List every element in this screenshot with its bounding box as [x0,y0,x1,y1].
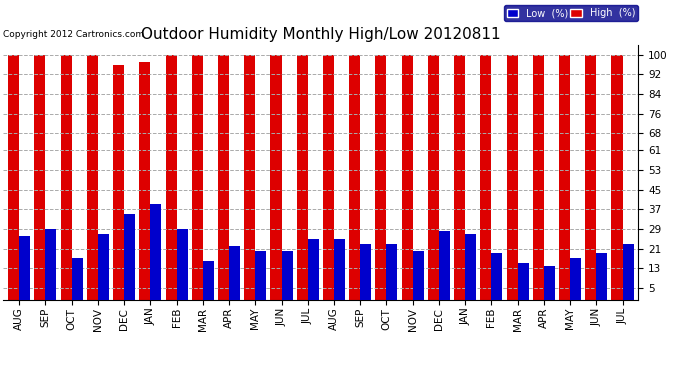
Bar [282,251,293,300]
Bar [229,246,240,300]
Bar [19,236,30,300]
Bar [480,55,491,300]
Bar [244,55,255,300]
Bar [61,55,72,300]
Bar [46,229,57,300]
Bar [203,261,214,300]
Bar [413,251,424,300]
Bar [87,55,98,300]
Bar [544,266,555,300]
Bar [166,55,177,300]
Bar [150,204,161,300]
Bar [270,55,282,300]
Bar [124,214,135,300]
Title: Outdoor Humidity Monthly High/Low 20120811: Outdoor Humidity Monthly High/Low 201208… [141,27,501,42]
Bar [177,229,188,300]
Bar [334,239,345,300]
Bar [72,258,83,300]
Bar [585,55,596,300]
Bar [439,231,450,300]
Bar [454,55,465,300]
Bar [518,263,529,300]
Bar [611,55,622,300]
Bar [360,244,371,300]
Bar [98,234,109,300]
Bar [113,64,124,300]
Bar [192,55,203,300]
Bar [596,254,607,300]
Bar [308,239,319,300]
Bar [506,55,518,300]
Bar [622,244,633,300]
Bar [218,55,229,300]
Bar [491,254,502,300]
Bar [34,55,46,300]
Legend: Low  (%), High  (%): Low (%), High (%) [504,6,638,21]
Bar [559,55,570,300]
Bar [297,55,308,300]
Bar [428,55,439,300]
Bar [349,55,360,300]
Bar [139,62,150,300]
Bar [533,55,544,300]
Bar [255,251,266,300]
Bar [465,234,476,300]
Bar [386,244,397,300]
Text: Copyright 2012 Cartronics.com: Copyright 2012 Cartronics.com [3,30,145,39]
Bar [8,55,19,300]
Bar [402,55,413,300]
Bar [375,55,386,300]
Bar [323,55,334,300]
Bar [570,258,581,300]
